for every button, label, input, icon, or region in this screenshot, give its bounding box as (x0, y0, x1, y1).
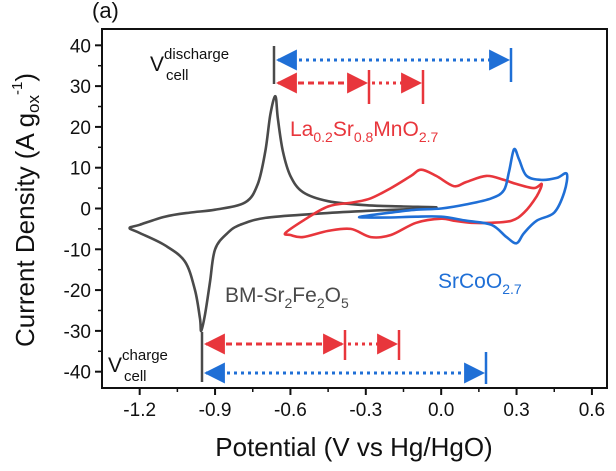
x-tick-label: -0.3 (349, 400, 382, 421)
y-tick-label: 20 (70, 118, 91, 139)
x-tick-labels: -1.2 -0.9 -0.6 -0.3 0.0 0.3 0.6 (123, 400, 605, 421)
cv-curves (128, 94, 569, 333)
y-tick-label: -10 (64, 240, 91, 261)
sco-label: SrCoO2.7 (438, 270, 522, 297)
x-tick-label: -0.9 (199, 400, 232, 421)
y-tick-label: -30 (64, 322, 91, 343)
y-tick-label: 40 (70, 36, 91, 57)
vcell-discharge-label: Vdischarge (150, 46, 229, 76)
vcell-charge-label: Vcharge (108, 347, 168, 377)
lsmo-label: La0.2Sr0.8MnO2.7 (290, 118, 438, 145)
axis-ticks (95, 44, 593, 395)
discharge-window-arrows (272, 46, 513, 104)
vcell-discharge-sub: cell (166, 67, 189, 84)
cv-curve-sco (357, 147, 569, 245)
y-tick-label: 10 (70, 159, 91, 180)
y-tick-label: 0 (80, 200, 91, 221)
x-tick-label: -1.2 (123, 400, 156, 421)
y-axis-title: Current Density (A gox-1) (9, 73, 43, 347)
cv-curve-lsmo (283, 168, 544, 239)
x-tick-label: 0.0 (428, 400, 454, 421)
vcell-charge-sub: cell (124, 368, 147, 385)
panel-label: (a) (92, 0, 119, 23)
x-tick-label: -0.6 (274, 400, 307, 421)
x-axis-title: Potential (V vs Hg/HgO) (215, 432, 492, 462)
y-tick-label: -40 (64, 363, 91, 384)
charge-window-arrows (200, 330, 488, 384)
cv-curve-bm (128, 94, 438, 333)
y-tick-label: 30 (70, 77, 91, 98)
y-tick-labels: -40 -30 -20 -10 0 10 20 30 40 (64, 36, 91, 383)
x-tick-label: 0.6 (579, 400, 605, 421)
x-tick-label: 0.3 (503, 400, 529, 421)
bm-label: BM-Sr2Fe2O5 (225, 284, 349, 311)
y-tick-label: -20 (64, 281, 91, 302)
